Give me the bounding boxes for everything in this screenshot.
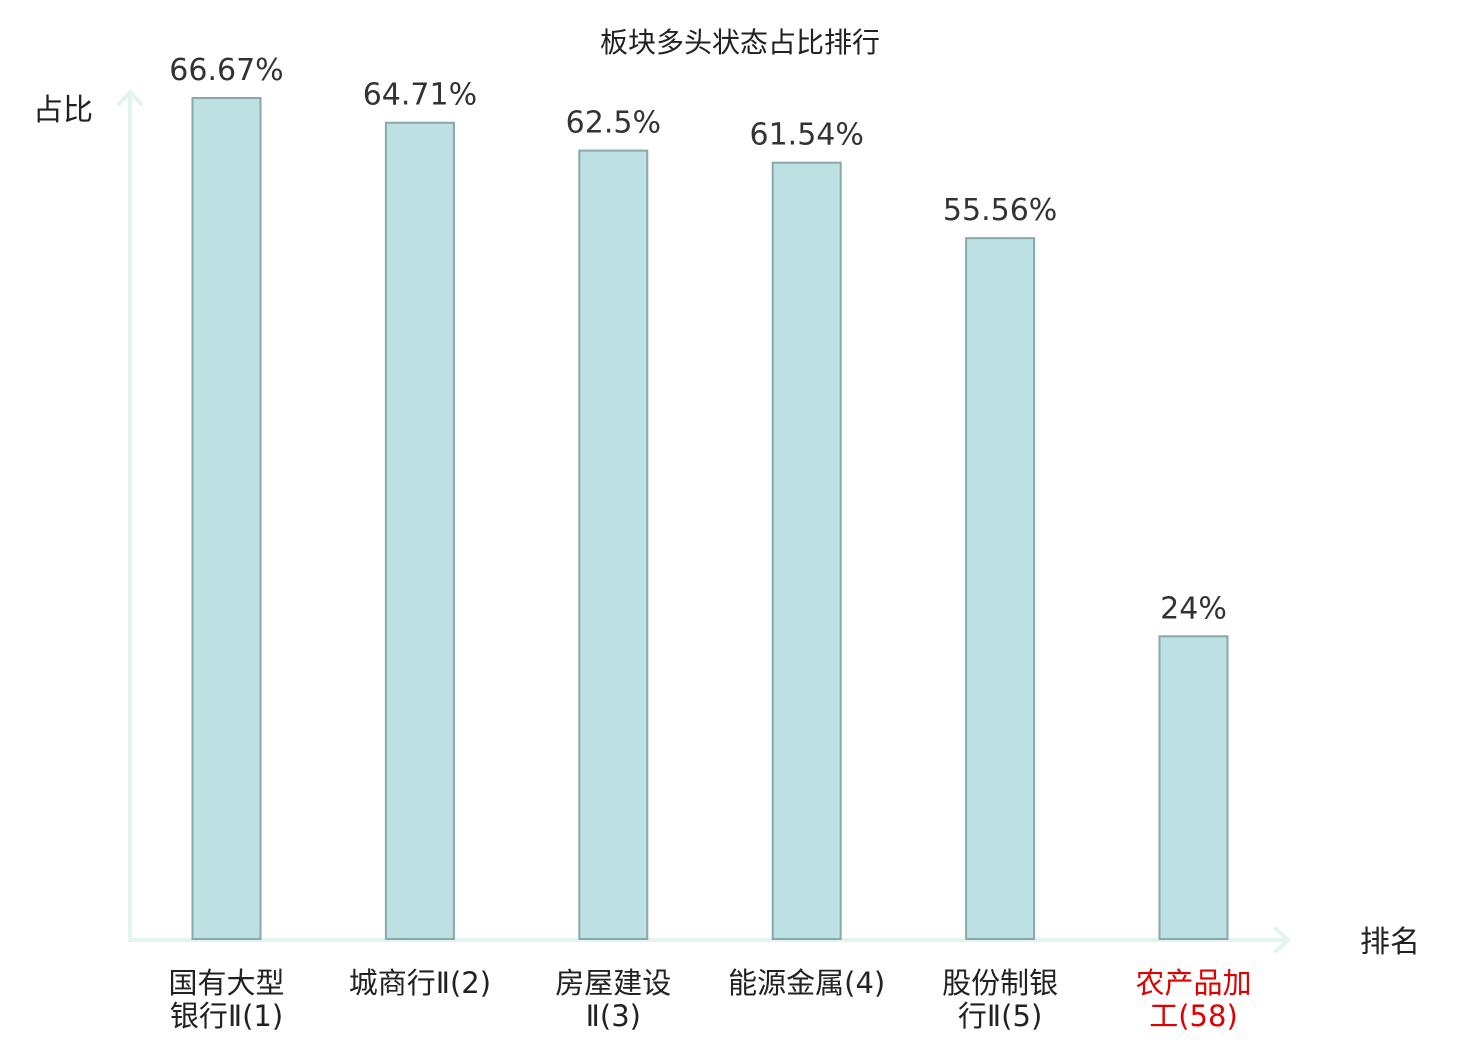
y-axis-arrow [117,90,143,106]
value-label-5: 55.56% [943,193,1057,228]
category-label-line: 农产品加 [1135,966,1251,1000]
category-label-1: 国有大型银行Ⅱ(1) [168,966,284,1033]
value-label-4: 61.54% [750,118,864,153]
category-label-5: 股份制银行Ⅱ(5) [942,966,1058,1033]
x-axis-arrow [1274,927,1290,953]
bar-1 [191,97,262,941]
category-label-line: 银行Ⅱ(1) [170,999,283,1033]
bar-2 [384,121,455,941]
bar-5 [965,237,1036,941]
value-labels-group: 66.67% 64.71% 62.5% 61.54% 55.56% 24% [169,53,1227,626]
category-label-line: 房屋建设 [555,966,671,1000]
value-label-3: 62.5% [566,106,661,141]
value-label-2: 64.71% [363,78,477,113]
bars-group [191,97,1229,941]
category-label-line: 股份制银 [942,966,1058,1000]
value-label-6: 24% [1160,591,1227,626]
bar-3 [578,149,649,941]
chart-title: 板块多头状态占比排行 [600,26,880,59]
value-label-1: 66.67% [169,53,283,88]
category-labels-group: 国有大型银行Ⅱ(1) 城商行Ⅱ(2) 房屋建设 Ⅱ(3) 能源金属(4) 股份制银行Ⅱ(5… [168,966,1251,1033]
bar-6 [1158,635,1229,940]
category-label-line: 工(58) [1149,999,1238,1033]
bar-4 [771,161,842,940]
category-label-line: 城商行Ⅱ(2) [349,966,491,1000]
category-label-line: 行Ⅱ(5) [958,999,1042,1033]
category-label-line: 国有大型 [168,966,284,1000]
category-label-2: 城商行Ⅱ(2) [349,966,491,1000]
category-label-3: 房屋建设 Ⅱ(3) [555,966,671,1033]
category-label-4: 能源金属(4) [728,966,885,1000]
y-axis-label: 占比 [33,93,93,128]
category-label-line: Ⅱ(3) [586,999,641,1033]
category-label-6: 农产品加工(58) [1135,966,1251,1033]
axes [117,90,1290,953]
category-label-line: 能源金属(4) [728,966,885,1000]
x-axis-label: 排名 [1360,925,1420,960]
